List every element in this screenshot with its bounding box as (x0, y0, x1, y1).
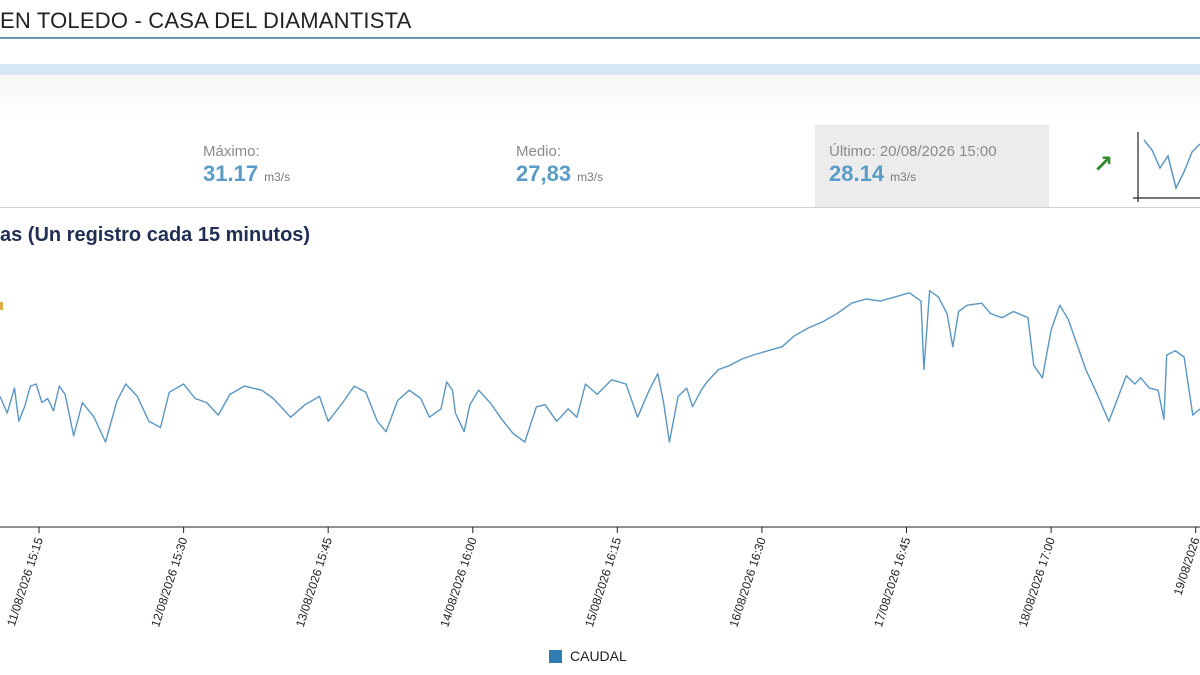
series-line-caudal (0, 290, 1200, 443)
title-divider (0, 37, 1200, 39)
last-stat: Último: 20/08/2026 15:00 28.14 m3/s (829, 143, 997, 187)
x-tick-label: 19/08/2026 (1171, 535, 1200, 597)
flow-line-chart: 11/08/2026 15:15 12/08/2026 15:30 13/08/20… (0, 290, 1200, 629)
max-stat-unit: m3/s (264, 170, 291, 184)
max-stat-value: 31.17 (203, 161, 259, 186)
last-stat-value: 28.14 (829, 161, 885, 186)
x-tick-label: 14/08/2026 16:00 (437, 535, 479, 628)
last-stat-box (815, 125, 1049, 207)
chart-legend[interactable]: CAUDAL (549, 648, 627, 664)
stats-panel: Máximo: 31.17 m3/s Medio: 27,83 m3/s Últim… (0, 125, 1200, 310)
x-tick-label: 12/08/2026 15:30 (148, 535, 190, 628)
mean-stat-value: 27,83 (516, 161, 572, 186)
x-ticks-group: 11/08/2026 15:15 12/08/2026 15:30 13/08/20… (4, 527, 1200, 629)
page-title: EN TOLEDO - CASA DEL DIAMANTISTA (0, 8, 412, 33)
x-tick-label: 17/08/2026 16:45 (871, 535, 913, 628)
x-tick-label: 18/08/2026 17:00 (1016, 535, 1058, 628)
chart-series-group (0, 290, 1200, 443)
max-stat: Máximo: 31.17 m3/s (203, 143, 290, 187)
last-stat-unit: m3/s (890, 170, 917, 184)
arrow-up-right-icon: ↗ (1093, 151, 1114, 178)
toolbar-band (0, 75, 1200, 118)
header-band (0, 64, 1200, 75)
mean-stat-unit: m3/s (577, 170, 604, 184)
last-stat-label: Último: 20/08/2026 15:00 (829, 143, 997, 160)
x-tick-label: 16/08/2026 16:30 (727, 535, 769, 628)
mean-stat: Medio: 27,83 m3/s (516, 143, 603, 187)
stats-divider (0, 207, 1200, 208)
legend-swatch (549, 649, 562, 663)
mini-sparkline[interactable] (1130, 128, 1200, 204)
chart-title: as (Un registro cada 15 minutos) (0, 224, 311, 246)
min-stat-fragment (0, 302, 3, 310)
legend-label: CAUDAL (570, 648, 627, 664)
x-tick-label: 13/08/2026 15:45 (293, 535, 335, 628)
x-tick-label: 11/08/2026 15:15 (4, 535, 46, 628)
x-tick-label: 15/08/2026 16:15 (582, 535, 624, 628)
max-stat-label: Máximo: (203, 143, 260, 160)
mean-stat-label: Medio: (516, 143, 562, 160)
